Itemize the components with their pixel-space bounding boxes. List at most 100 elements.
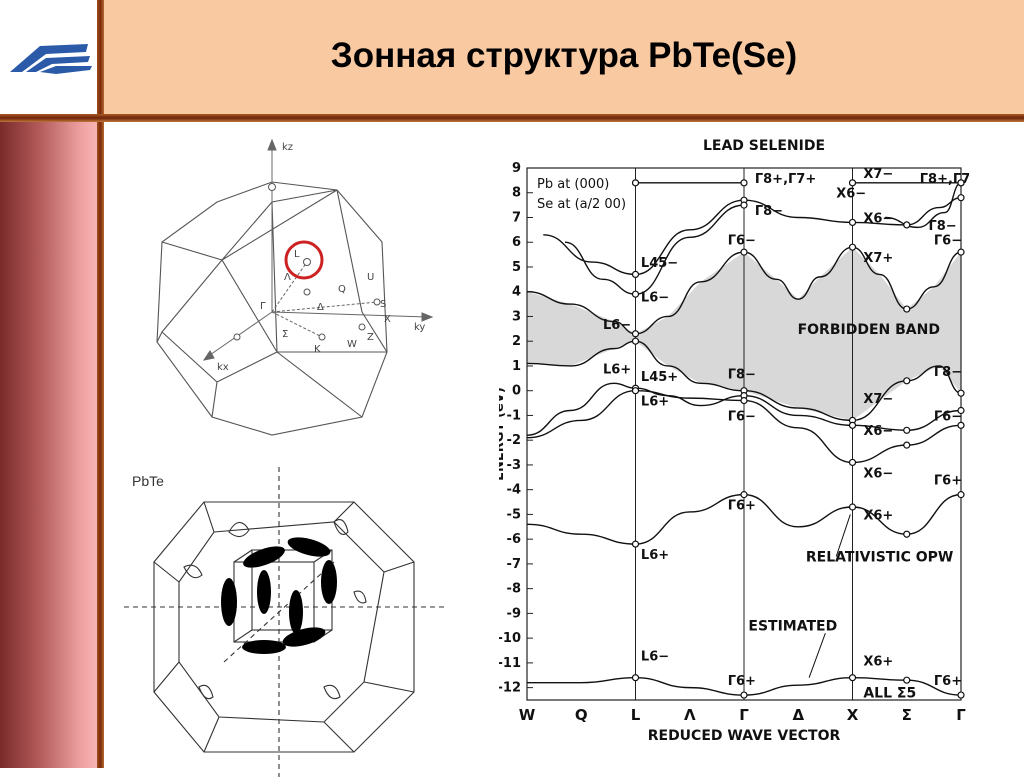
point-label-Q: Q — [338, 284, 346, 295]
level-label: X6− — [836, 187, 866, 202]
level-label: L6+ — [641, 548, 669, 563]
y-tick-label: 1 — [512, 359, 521, 374]
band-node — [740, 248, 748, 256]
band-node — [848, 243, 857, 251]
axis-label-ky: ky — [414, 322, 425, 333]
band-node — [848, 179, 857, 187]
band-node — [631, 337, 640, 345]
y-tick-label: -7 — [507, 557, 521, 572]
y-tick-label: -11 — [499, 656, 521, 671]
level-label: X6+ — [863, 508, 893, 523]
band-node — [740, 396, 748, 405]
annotation-arrow-estimated — [808, 633, 826, 678]
x-axis-label: REDUCED WAVE VECTOR — [648, 728, 841, 744]
band-node — [957, 248, 965, 256]
level-label: L6+ — [641, 395, 669, 410]
point-label-X: X — [384, 314, 391, 325]
level-label: Γ6− — [934, 409, 962, 424]
level-label: Γ6− — [728, 234, 756, 249]
y-tick-label: -10 — [499, 631, 521, 646]
level-label: X6− — [863, 211, 893, 226]
x-tick-label: Δ — [792, 706, 804, 724]
level-label: X7+ — [863, 251, 893, 266]
annotation-arrow-relativistic — [835, 514, 851, 557]
y-tick-label: 4 — [512, 285, 521, 300]
header-bar — [104, 0, 1024, 114]
level-label: Γ8− — [755, 204, 783, 219]
band-node — [903, 377, 911, 385]
band-node — [631, 179, 640, 187]
level-label: Γ6+ — [934, 674, 962, 689]
band-node — [631, 290, 640, 298]
y-tick-label: -2 — [507, 433, 521, 448]
level-label: Γ6+ — [728, 674, 756, 689]
band-node — [848, 458, 857, 467]
band-node — [848, 218, 857, 227]
vertical-accent-line — [97, 0, 104, 768]
level-label: X6+ — [863, 654, 893, 669]
level-label: X6− — [863, 424, 893, 439]
y-tick-label: -5 — [507, 507, 521, 522]
wing-logo-icon — [10, 44, 92, 74]
band-node — [631, 270, 640, 278]
band-node — [903, 441, 911, 449]
y-tick-label: -6 — [507, 532, 521, 547]
band-node — [957, 491, 965, 499]
y-tick-label: 0 — [512, 384, 521, 399]
y-tick-label: 9 — [512, 161, 521, 176]
band-line-0 — [526, 246, 962, 335]
level-label: L6− — [641, 291, 669, 306]
annotation-forbidden-band: FORBIDDEN BAND — [798, 322, 940, 338]
x-tick-label: Γ — [956, 706, 966, 724]
band-structure-chart: 9 8 7 6 5 4 3 2 1 0 -1 -2 -3 -4 -5 -6 -7 -8 -9 -10 -11 -12 W Q L… — [499, 138, 969, 744]
level-label: Γ6− — [728, 409, 756, 424]
band-node — [631, 540, 640, 548]
y-tick-label: 6 — [512, 235, 521, 250]
level-label: X7− — [863, 392, 893, 407]
y-tick-label: 7 — [512, 210, 521, 225]
x-tick-label: Λ — [684, 706, 696, 724]
band-line-4 — [543, 196, 962, 276]
y-tick-label: -9 — [507, 606, 521, 621]
logo-panel — [0, 0, 97, 119]
point-label-K: K — [314, 344, 321, 355]
axis-label-kx: kx — [217, 362, 229, 373]
y-tick-label: -3 — [507, 458, 521, 473]
annotation-estimated: ESTIMATED — [748, 619, 837, 635]
level-label: Γ8− — [928, 219, 956, 234]
band-node — [631, 330, 640, 338]
y-tick-label: -1 — [507, 408, 521, 423]
y-tick-label: -8 — [507, 582, 521, 597]
level-label: Γ6+ — [728, 498, 756, 513]
level-label: Γ8+,Γ7+ — [920, 172, 969, 187]
x-tick-label: X — [847, 706, 859, 724]
band-node — [957, 406, 965, 415]
band-node — [631, 674, 640, 682]
band-node — [957, 691, 965, 699]
level-label: L45+ — [641, 370, 678, 385]
band-node — [740, 179, 748, 187]
highlight-circle — [284, 240, 324, 280]
annotation-all-sigma: ALL Σ5 — [863, 686, 916, 702]
legend-line-1: Se at (a/2 00) — [537, 197, 626, 212]
band-node — [631, 387, 640, 395]
band-node — [903, 221, 911, 229]
brillouin-zone-top: kz ky kx L Λ Γ Δ Q U S X Σ K W Z — [156, 138, 434, 436]
page-title: Зонная структура PbTe(Se) — [330, 36, 798, 75]
band-node — [903, 426, 911, 434]
point-label-lambda: Λ — [284, 272, 291, 283]
band-line-3 — [526, 389, 962, 464]
y-tick-label: 2 — [512, 334, 521, 349]
y-tick-label: 5 — [512, 260, 521, 275]
point-label-L: L — [294, 249, 300, 260]
x-tick-label: L — [631, 706, 641, 724]
y-tick-label: -12 — [499, 681, 521, 696]
level-label: X7− — [863, 167, 893, 182]
point-label-U: U — [367, 272, 374, 283]
legend-line-0: Pb at (000) — [537, 177, 609, 192]
band-node — [903, 676, 911, 684]
y-tick-label: -4 — [507, 483, 521, 498]
point-label-gamma: Γ — [260, 301, 266, 312]
brillouin-zone-pbte: PbTe — [124, 467, 444, 777]
band-node — [740, 691, 748, 699]
